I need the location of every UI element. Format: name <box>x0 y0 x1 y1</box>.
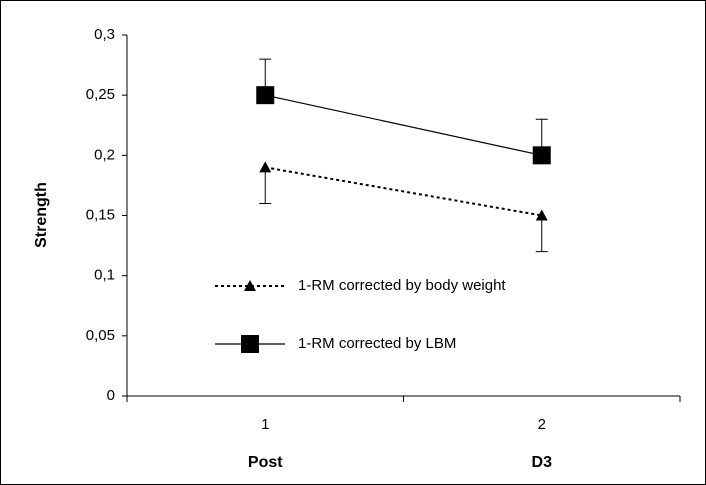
x-sub-label: Post <box>248 454 283 471</box>
series-line <box>265 94 542 156</box>
marker <box>535 209 548 221</box>
y-tick-label: 0,15 <box>86 206 115 223</box>
y-tick-label: 0,05 <box>86 327 115 344</box>
marker <box>259 161 272 173</box>
series-line <box>265 166 542 217</box>
y-tick-label: 0,1 <box>94 267 115 284</box>
y-tick-label: 0,3 <box>94 26 115 43</box>
error-bar <box>535 215 548 253</box>
y-axis-label: Strength <box>33 182 50 248</box>
x-sub-label: D3 <box>532 454 553 471</box>
y-tick-label: 0,2 <box>94 146 115 163</box>
y-tick-label: 0 <box>107 387 115 404</box>
marker <box>532 146 551 165</box>
y-tick-label: 0,25 <box>86 86 115 103</box>
marker <box>256 86 275 105</box>
legend-marker <box>244 280 256 291</box>
x-tick-label: 1 <box>261 416 269 433</box>
error-bar <box>259 167 272 204</box>
legend-marker <box>241 335 259 353</box>
x-tick-label: 2 <box>538 416 546 433</box>
legend-label: 1-RM corrected by LBM <box>298 335 456 352</box>
legend-label: 1-RM corrected by body weight <box>298 277 506 294</box>
